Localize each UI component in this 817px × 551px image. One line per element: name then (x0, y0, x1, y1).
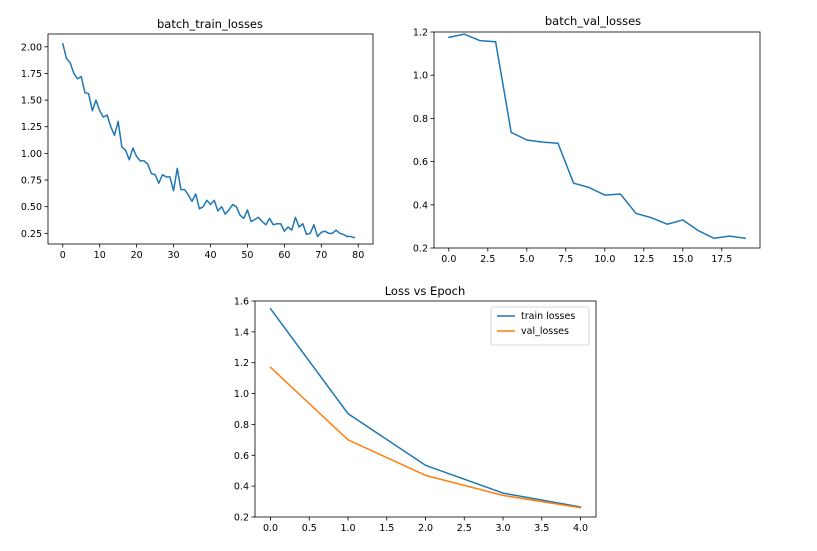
y-tick-label: 0.50 (21, 202, 42, 213)
y-tick-label: 1.0 (413, 71, 428, 82)
chart-title: Loss vs Epoch (385, 284, 466, 298)
x-tick-label: 12.5 (633, 254, 654, 265)
x-tick-label: 3.0 (495, 523, 510, 534)
x-tick-label: 1.0 (340, 523, 355, 534)
legend-box (490, 306, 590, 346)
y-tick-label: 0.6 (234, 451, 249, 462)
plot-frame (47, 33, 374, 245)
y-tick-label: 0.2 (234, 513, 249, 524)
chart-title: batch_val_losses (545, 14, 641, 28)
series-lines (269, 307, 582, 509)
x-tick-label: 30 (168, 250, 180, 261)
y-tick-label: 1.0 (234, 389, 249, 400)
x-tick-label: 0.0 (441, 254, 456, 265)
x-tick-label: 7.5 (558, 254, 573, 265)
x-tick-label: 2.5 (480, 254, 495, 265)
x-axis: 0.0 0.5 1.0 1.5 2.0 2.5 3.0 3.5 4.0 (263, 517, 588, 534)
legend-label: train losses (521, 311, 575, 322)
y-axis: 0.2 0.4 0.6 0.8 1.0 1.2 (413, 28, 434, 255)
x-tick-label: 5.0 (519, 254, 534, 265)
series-line-val-losses (269, 366, 582, 509)
x-tick-label: 80 (352, 250, 364, 261)
y-axis: 0.25 0.50 0.75 1.00 1.25 1.50 1.75 2.00 (21, 42, 48, 240)
y-tick-label: 0.8 (413, 114, 428, 125)
y-tick-label: 0.8 (234, 420, 249, 431)
x-tick-label: 40 (204, 250, 216, 261)
y-tick-label: 0.4 (234, 482, 249, 493)
x-tick-label: 0 (60, 250, 66, 261)
y-tick-label: 1.25 (21, 122, 42, 133)
x-tick-label: 20 (131, 250, 143, 261)
x-tick-label: 17.5 (711, 254, 732, 265)
y-tick-label: 1.00 (21, 149, 42, 160)
x-tick-label: 2.5 (457, 523, 472, 534)
x-tick-label: 4.0 (573, 523, 588, 534)
y-tick-label: 1.4 (234, 327, 249, 338)
chart-title: batch_train_losses (157, 17, 263, 31)
series-line (448, 33, 746, 240)
x-tick-label: 2.0 (418, 523, 433, 534)
y-tick-label: 0.2 (413, 244, 428, 255)
x-tick-label: 70 (315, 250, 327, 261)
y-axis: 0.2 0.4 0.6 0.8 1.0 1.2 1.4 1.6 (234, 297, 255, 524)
x-axis: 0.0 2.5 5.0 7.5 10.0 12.5 15.0 17.5 (441, 248, 732, 265)
x-tick-label: 10 (94, 250, 106, 261)
x-tick-label: 10.0 (594, 254, 615, 265)
y-tick-label: 1.75 (21, 69, 42, 80)
series-lines (448, 33, 746, 240)
legend-label: val_losses (521, 326, 569, 337)
y-tick-label: 1.50 (21, 96, 42, 107)
series-line-train-losses (269, 307, 582, 508)
x-tick-label: 60 (278, 250, 290, 261)
series-lines (62, 42, 356, 239)
y-tick-label: 0.6 (413, 157, 428, 168)
y-tick-label: 0.4 (413, 200, 428, 211)
x-tick-label: 3.5 (534, 523, 549, 534)
x-tick-label: 15.0 (672, 254, 693, 265)
y-tick-label: 0.25 (21, 229, 42, 240)
y-tick-label: 1.2 (413, 28, 428, 39)
y-tick-label: 0.75 (21, 176, 42, 187)
legend: train losses val_losses (490, 306, 590, 346)
y-tick-label: 1.6 (234, 297, 249, 308)
x-tick-label: 1.5 (379, 523, 394, 534)
x-tick-label: 0.0 (263, 523, 278, 534)
chart-loss-vs-epoch: Loss vs Epoch 0.0 0.5 1.0 1.5 2.0 2.5 3.0 3.5 4.… (234, 284, 597, 534)
y-tick-label: 2.00 (21, 42, 42, 53)
plot-frame (433, 31, 761, 249)
x-axis: 0 10 20 30 40 50 60 70 80 (60, 244, 364, 261)
chart-batch-train-losses: batch_train_losses 0 10 20 30 40 50 60 70 80 0.2… (21, 17, 374, 261)
series-line (62, 42, 356, 239)
x-tick-label: 0.5 (302, 523, 317, 534)
x-tick-label: 50 (241, 250, 253, 261)
chart-batch-val-losses: batch_val_losses 0.0 2.5 5.0 7.5 10.0 12.5 15.… (413, 14, 761, 265)
y-tick-label: 1.2 (234, 358, 249, 369)
